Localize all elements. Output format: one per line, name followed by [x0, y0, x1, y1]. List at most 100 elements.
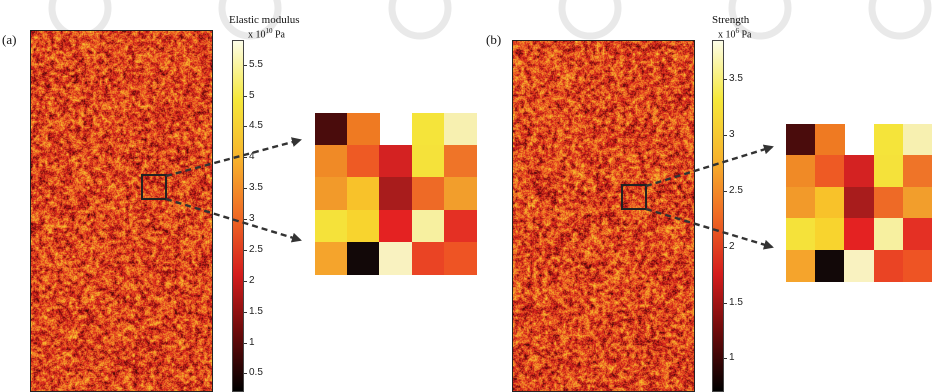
- panel-a-zoom-cell: [379, 241, 413, 275]
- panel-b-scale-unit: Pa: [739, 29, 752, 41]
- panel-a-tick-mark: [244, 249, 247, 251]
- panel-b-zoom-cell: [786, 249, 816, 282]
- panel-b-tick-label: 3: [729, 128, 735, 140]
- panel-b-zoom-grid: [786, 124, 932, 282]
- panel-b-tick-label: 1.5: [729, 296, 743, 308]
- panel-a-zoom-cell: [379, 209, 413, 243]
- panel-a-tick-label: 4.5: [249, 120, 263, 132]
- panel-a-selection-box: [141, 174, 167, 200]
- panel-a-tick-mark: [244, 373, 247, 375]
- panel-b-colorbar-title: Strength: [712, 14, 750, 26]
- panel-b-label: (b): [486, 32, 502, 47]
- panel-a-tick-mark: [244, 64, 247, 66]
- panel-b-zoom-cell: [815, 249, 846, 282]
- panel-b-tick-mark: [724, 134, 727, 136]
- panel-b-zoom-cell: [873, 249, 904, 282]
- panel-a-tick-label: 2: [249, 274, 255, 286]
- panel-b-zoom-cell: [844, 249, 875, 282]
- panel-a-zoom-cell: [315, 145, 348, 179]
- panel-a-zoom-cell: [443, 113, 477, 146]
- panel-a-zoom-grid: [315, 113, 477, 275]
- panel-a-tick-label: 3.5: [249, 182, 263, 194]
- panel-b-tick-mark: [724, 358, 727, 360]
- panel-a-tick-label: 2.5: [249, 243, 263, 255]
- panel-a-tick-label: 0.5: [249, 367, 263, 379]
- panel-a-zoom-cell: [347, 209, 381, 243]
- panel-b-zoom-cell: [815, 218, 846, 251]
- panel-a-colorbar-scale: x 1010 Pa: [248, 27, 285, 40]
- panel-b-zoom-cell: [815, 186, 846, 219]
- panel-a-tick-mark: [244, 311, 247, 313]
- panel-b-zoom-cell: [815, 155, 846, 188]
- panel-b-zoom-cell: [873, 124, 904, 156]
- panel-a-zoom-cell: [411, 177, 445, 211]
- panel-a-scale-prefix: x 10: [248, 29, 266, 41]
- panel-a-scale-unit: Pa: [272, 29, 285, 41]
- panel-a-scale-exp: 10: [265, 27, 273, 35]
- panel-a-zoom-cell: [411, 113, 445, 146]
- panel-a-zoom-cell: [443, 241, 477, 275]
- panel-b-zoom-cell: [786, 186, 816, 219]
- panel-b-zoom-cell: [902, 218, 932, 251]
- panel-b-zoom-cell: [902, 155, 932, 188]
- panel-a-zoom-cell: [315, 113, 348, 146]
- panel-b-zoom-cell: [902, 249, 932, 282]
- panel-b-scale-exp: 6: [735, 27, 740, 35]
- panel-a-zoom-cell: [347, 177, 381, 211]
- panel-a-zoom-cell: [411, 241, 445, 275]
- panel-a-field: [30, 30, 213, 392]
- panel-b-zoom-cell: [873, 155, 904, 188]
- panel-b-tick-label: 2: [729, 240, 735, 252]
- panel-b-scale-prefix: x 10: [718, 29, 736, 41]
- panel-b-tick-label: 1: [729, 352, 735, 364]
- panel-b-zoom-cell: [844, 186, 875, 219]
- panel-b-tick-label: 2.5: [729, 184, 743, 196]
- panel-b-tick-mark: [724, 79, 727, 81]
- panel-a-zoom-cell: [443, 209, 477, 243]
- panel-b-zoom-cell: [873, 218, 904, 251]
- panel-b-tick-mark: [724, 302, 727, 304]
- panel-a-tick-mark: [244, 188, 247, 190]
- panel-a-tick-mark: [244, 95, 247, 97]
- panel-a-zoom-cell: [379, 177, 413, 211]
- panel-b-tick-mark: [724, 246, 727, 248]
- panel-a-tick-mark: [244, 219, 247, 221]
- panel-a-tick-mark: [244, 280, 247, 282]
- panel-b-tick-label: 3.5: [729, 73, 743, 85]
- panel-a-zoom-cell: [315, 177, 348, 211]
- panel-a-zoom-cell: [379, 145, 413, 179]
- panel-b-tick-mark: [724, 190, 727, 192]
- panel-b-zoom-cell: [902, 124, 932, 156]
- panel-a-zoom-cell: [315, 241, 348, 275]
- panel-a-zoom-cell: [411, 209, 445, 243]
- panel-b-field: [512, 40, 695, 392]
- panel-a-tick-label: 1: [249, 336, 255, 348]
- panel-a-zoom-cell: [347, 145, 381, 179]
- panel-a-label: (a): [2, 32, 17, 47]
- panel-b-zoom-cell: [844, 155, 875, 188]
- panel-a-tick-label: 5.5: [249, 58, 263, 70]
- panel-b-zoom-cell: [902, 186, 932, 219]
- panel-b-colorbar: [712, 40, 724, 392]
- panel-a-tick-label: 5: [249, 89, 255, 101]
- panel-a-zoom-cell: [411, 145, 445, 179]
- panel-a-tick-label: 4: [249, 151, 255, 163]
- panel-b-zoom-cell: [786, 218, 816, 251]
- panel-b-colorbar-scale: x 106 Pa: [718, 27, 752, 40]
- panel-a-tick-mark: [244, 157, 247, 159]
- panel-a-zoom-cell: [443, 177, 477, 211]
- panel-a-tick-label: 1.5: [249, 305, 263, 317]
- panel-a-tick-mark: [244, 126, 247, 128]
- panel-a-tick-mark: [244, 342, 247, 344]
- panel-b-zoom-cell: [844, 218, 875, 251]
- panel-b-zoom-cell: [815, 124, 846, 156]
- panel-a-tick-label: 3: [249, 213, 255, 225]
- panel-b-selection-box: [621, 184, 647, 210]
- panel-b-zoom-cell: [786, 124, 816, 156]
- panel-a-colorbar-title: Elastic modulus: [229, 14, 300, 26]
- panel-b-zoom-cell: [786, 155, 816, 188]
- panel-a-zoom-cell: [443, 145, 477, 179]
- panel-b-zoom-cell: [873, 186, 904, 219]
- panel-a-colorbar: [232, 40, 244, 392]
- panel-a-zoom-cell: [315, 209, 348, 243]
